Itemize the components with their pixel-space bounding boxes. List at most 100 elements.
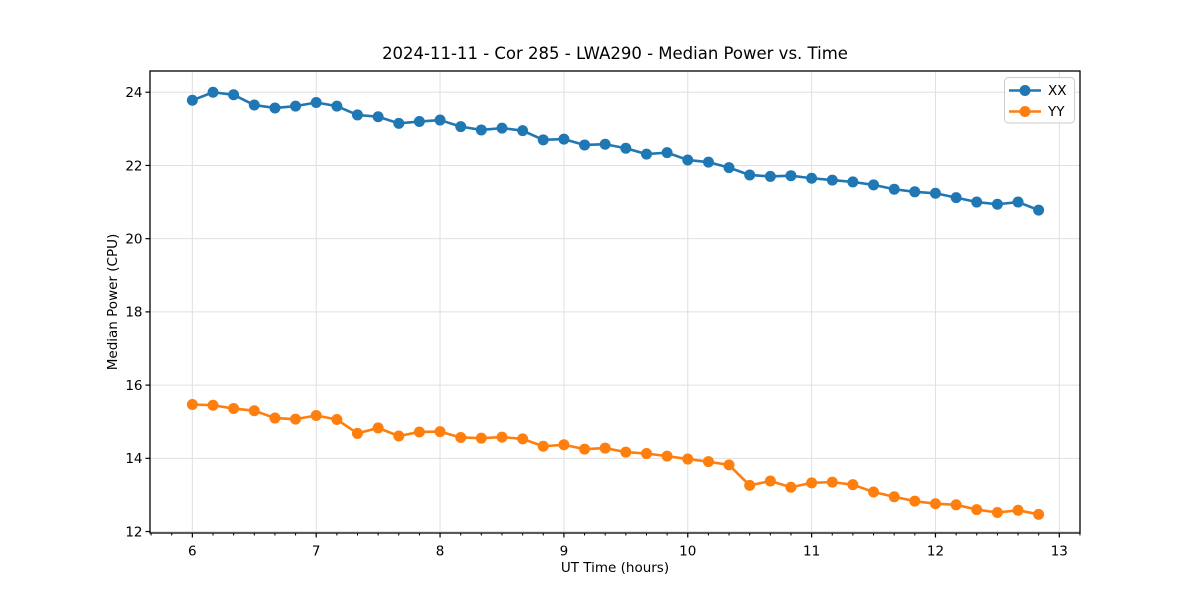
series-xx-point — [702, 156, 714, 168]
series-yy-point — [868, 486, 880, 498]
series-xx-point — [661, 147, 673, 159]
series-xx-point — [372, 111, 384, 123]
series-yy-point — [950, 499, 962, 511]
y-axis-label: Median Power (CPU) — [105, 234, 121, 370]
series-yy-point — [806, 477, 818, 489]
series-yy-point — [434, 426, 446, 438]
axes-ticks: 6 7 8 9 10 11 12 13 12 14 16 18 20 22 24 — [125, 85, 1081, 560]
series-xx-point — [434, 114, 446, 126]
x-tick-label: 10 — [679, 544, 696, 560]
series-yy-point — [579, 443, 591, 455]
series-yy-point — [351, 427, 363, 439]
series-yy-point — [785, 481, 797, 493]
series-yy-point — [723, 459, 735, 471]
y-tick-label: 24 — [125, 85, 142, 101]
chart-title: 2024-11-11 - Cor 285 - LWA290 - Median P… — [382, 44, 848, 63]
series-yy-point — [496, 431, 508, 443]
x-tick-label: 6 — [188, 544, 197, 560]
series-yy-point — [207, 399, 219, 411]
series-yy-point — [1033, 508, 1045, 520]
x-tick-label: 8 — [436, 544, 445, 560]
series-yy-point — [228, 403, 240, 415]
x-tick-label: 13 — [1051, 544, 1068, 560]
series-yy-point — [558, 439, 570, 451]
series-yy-point — [929, 498, 941, 510]
series-xx-point — [310, 96, 322, 108]
series-yy-point — [413, 426, 425, 438]
legend-entry-yy: YY — [1009, 104, 1065, 120]
y-tick-label: 12 — [125, 524, 142, 540]
y-tick-label: 16 — [125, 378, 142, 394]
series-yy-point — [971, 504, 983, 516]
series-yy-point — [702, 456, 714, 468]
series-yy-point — [393, 430, 405, 442]
series-xx-point — [599, 138, 611, 150]
series-xx-point — [991, 198, 1003, 210]
series-yy-point — [599, 442, 611, 454]
series-yy-point — [764, 475, 776, 487]
series-yy-point — [331, 414, 343, 426]
series-yy-point — [991, 506, 1003, 518]
series-yy — [186, 399, 1045, 520]
legend-marker-xx — [1019, 85, 1031, 96]
x-axis-label: UT Time (hours) — [561, 560, 669, 576]
series-xx-point — [723, 162, 735, 174]
series-yy-point — [537, 440, 549, 452]
y-tick-label: 14 — [125, 451, 142, 467]
series-xx-point — [744, 169, 756, 181]
series-xx-point — [455, 121, 467, 133]
x-tick-label: 9 — [560, 544, 569, 560]
series-xx-point — [1033, 204, 1045, 216]
series-xx-point — [393, 117, 405, 129]
series-yy-point — [1012, 504, 1024, 516]
series-yy-point — [475, 432, 487, 444]
x-tick-label: 11 — [803, 544, 820, 560]
series-xx-point — [248, 99, 260, 111]
series-xx-point — [517, 125, 529, 137]
series-xx-point — [847, 176, 859, 188]
series-xx-point — [909, 186, 921, 198]
series-xx-point — [929, 187, 941, 199]
series-yy-point — [847, 479, 859, 491]
series-xx-point — [331, 100, 343, 112]
series-xx-point — [620, 142, 632, 154]
series-yy-point — [909, 495, 921, 507]
series-xx-point — [682, 154, 694, 166]
series-yy-point — [372, 422, 384, 434]
legend-entry-xx: XX — [1009, 83, 1067, 99]
series-xx-point — [641, 148, 653, 160]
series-yy-point — [455, 431, 467, 443]
series-yy-point — [826, 476, 838, 488]
series-xx-point — [888, 183, 900, 195]
series-xx-point — [806, 172, 818, 184]
series-xx-point — [764, 170, 776, 182]
series-xx-point — [579, 139, 591, 151]
series-xx-point — [475, 124, 487, 136]
grid — [150, 71, 1080, 533]
series-yy-point — [517, 433, 529, 445]
series-yy-point — [248, 405, 260, 417]
series-xx-point — [496, 122, 508, 134]
series-yy-point — [744, 479, 756, 491]
series-xx-point — [785, 170, 797, 182]
series-xx-point — [868, 179, 880, 191]
y-tick-label: 18 — [125, 305, 142, 321]
series-xx-point — [826, 174, 838, 186]
series-xx-point — [413, 116, 425, 128]
legend-label-xx: XX — [1048, 83, 1067, 99]
series-xx-point — [950, 192, 962, 204]
series-yy-point — [186, 399, 198, 411]
series-yy-point — [888, 491, 900, 503]
series-xx-point — [537, 134, 549, 146]
series-xx-point — [351, 109, 363, 121]
series-xx-point — [269, 102, 281, 114]
series-xx — [186, 86, 1045, 216]
series-xx-point — [1012, 196, 1024, 208]
series-xx-point — [971, 196, 983, 208]
series-yy-point — [661, 450, 673, 462]
series-xx-point — [207, 86, 219, 98]
series-xx-point — [228, 89, 240, 101]
series-xx-point — [186, 94, 198, 106]
